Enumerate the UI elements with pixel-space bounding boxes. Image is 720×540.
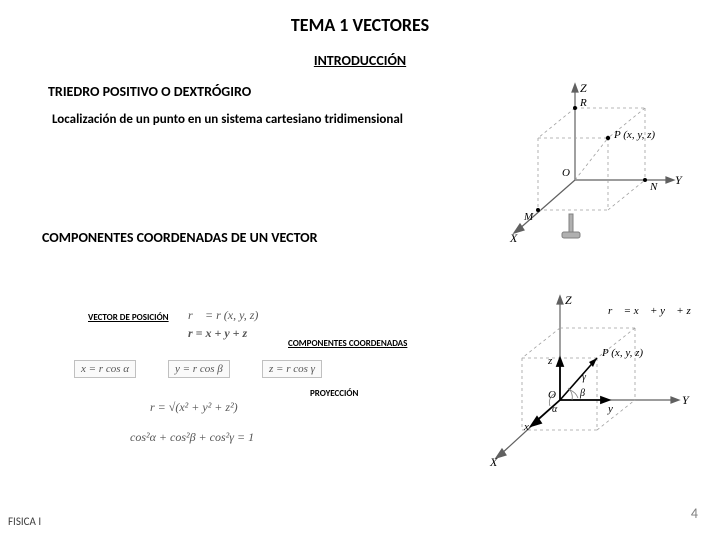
axis-z-label: Z bbox=[580, 81, 587, 95]
svg-text:γ: γ bbox=[582, 372, 587, 383]
svg-text:y⃗: y⃗ bbox=[607, 403, 621, 415]
point-r-label: R bbox=[579, 97, 587, 109]
formula-r-sum: r = x + y + z bbox=[188, 326, 247, 341]
origin-label: O bbox=[562, 167, 570, 179]
point-m-label: M bbox=[523, 211, 534, 223]
point-p-label: P (x, y, z) bbox=[613, 129, 655, 141]
svg-text:x⃗: x⃗ bbox=[523, 421, 537, 433]
axis-y-label: Y bbox=[675, 173, 683, 187]
svg-text:O: O bbox=[548, 389, 556, 401]
page-title: TEMA 1 VECTORES bbox=[0, 0, 720, 36]
formula-r-xyz: r⃗ = r (x, y, z) bbox=[188, 308, 258, 323]
page-subtitle: INTRODUCCIÓN bbox=[0, 52, 720, 69]
svg-text:r⃗ = x⃗ + y⃗ + z⃗: r⃗ = x⃗ + y⃗ + z⃗ bbox=[608, 305, 699, 317]
label-componentes-coordenadas: COMPONENTES COORDENADAS bbox=[288, 338, 407, 349]
label-proyeccion: PROYECCIÓN bbox=[310, 388, 358, 399]
footer-course: FISICA I bbox=[8, 515, 41, 528]
svg-text:P (x, y, z): P (x, y, z) bbox=[601, 347, 643, 359]
axis-x-label: X bbox=[509, 231, 518, 245]
svg-text:β: β bbox=[579, 388, 585, 399]
label-vector-posicion: VECTOR DE POSICIÓN bbox=[88, 312, 169, 323]
svg-text:X: X bbox=[489, 455, 498, 469]
diagram-componentes: Z Y X O P (x, y, z) z⃗ y⃗ x⃗ γ β α r⃗ = … bbox=[460, 290, 700, 470]
formula-y-cos: y = r cos β bbox=[168, 360, 230, 378]
formula-r-magnitude: r = √(x² + y² + z²) bbox=[150, 400, 238, 415]
svg-text:Z: Z bbox=[565, 293, 572, 307]
svg-text:Y: Y bbox=[682, 393, 690, 407]
formula-z-cos: z = r cos γ bbox=[262, 360, 322, 378]
formula-x-cos: x = r cos α bbox=[74, 360, 136, 378]
svg-text:α: α bbox=[552, 404, 558, 415]
diagram-triedro: Z Y X O R P (x, y, z) N M bbox=[480, 80, 690, 250]
svg-text:z⃗: z⃗ bbox=[547, 355, 561, 367]
footer-page-number: 4 bbox=[691, 505, 698, 522]
formula-cos-squares: cos²α + cos²β + cos²γ = 1 bbox=[130, 430, 254, 445]
point-n-label: N bbox=[649, 181, 658, 193]
